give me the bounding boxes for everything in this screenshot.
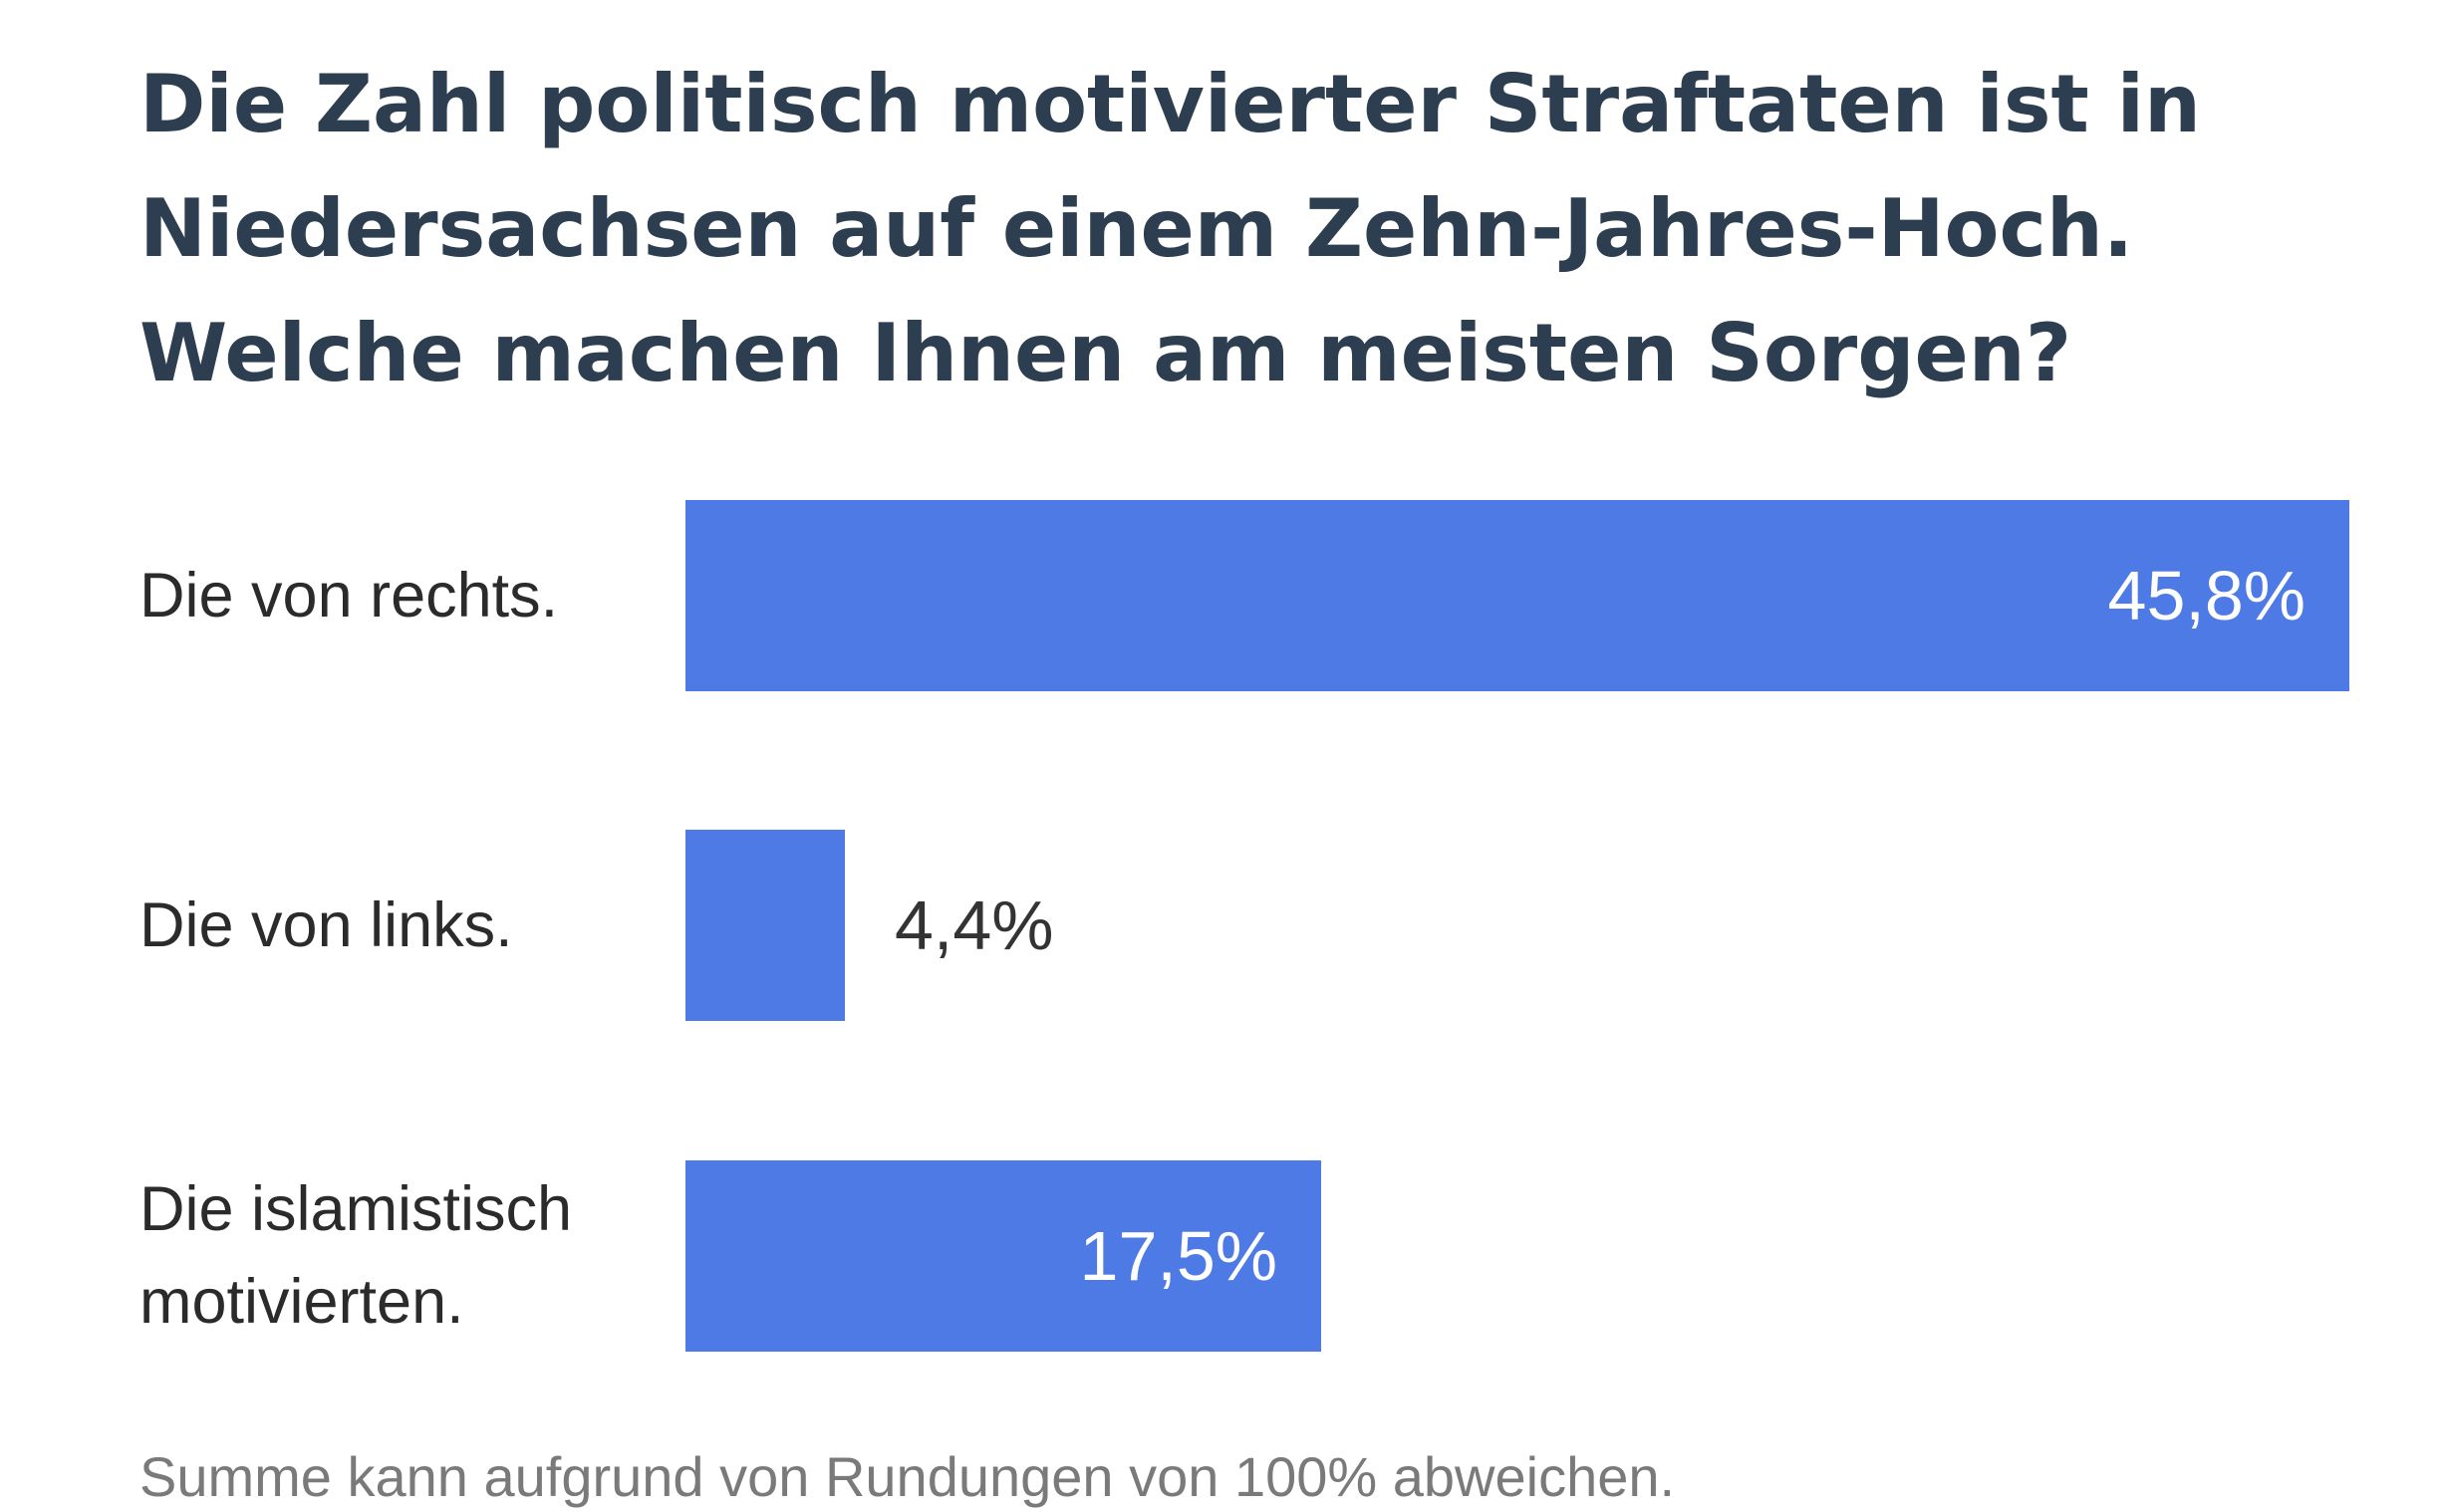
category-label-text: Die islamistisch motivierten. xyxy=(139,1163,572,1349)
value-label: 45,8% xyxy=(2107,557,2306,634)
category-label: Die islamistisch motivierten. xyxy=(139,1160,658,1352)
category-label-text: Die von links. xyxy=(139,880,513,972)
chart-title-line-3: Welche machen Ihnen am meisten Sorgen? xyxy=(139,307,2072,399)
bar xyxy=(685,830,845,1021)
category-label: Die von links. xyxy=(139,830,658,1021)
footnote: Summe kann aufgrund von Rundungen von 10… xyxy=(139,1445,1676,1508)
value-label: 17,5% xyxy=(1079,1217,1277,1295)
value-label: 4,4% xyxy=(895,886,1054,964)
chart-title-line-1: Die Zahl politisch motivierter Straftate… xyxy=(139,58,2201,150)
bar xyxy=(685,500,2349,691)
category-label-line: Die islamistisch xyxy=(139,1174,573,1244)
category-label: Die von rechts. xyxy=(139,500,658,691)
category-label-text: Die von rechts. xyxy=(139,550,558,642)
chart-title: Die Zahl politisch motivierter Straftate… xyxy=(139,42,2331,415)
category-label-line: Die von links. xyxy=(139,889,513,960)
category-label-line: motivierten. xyxy=(139,1267,464,1337)
category-label-line: Die von rechts. xyxy=(139,560,559,630)
chart-title-line-2: Niedersachsen auf einem Zehn-Jahres-Hoch… xyxy=(139,182,2134,275)
bar xyxy=(685,1160,1321,1352)
